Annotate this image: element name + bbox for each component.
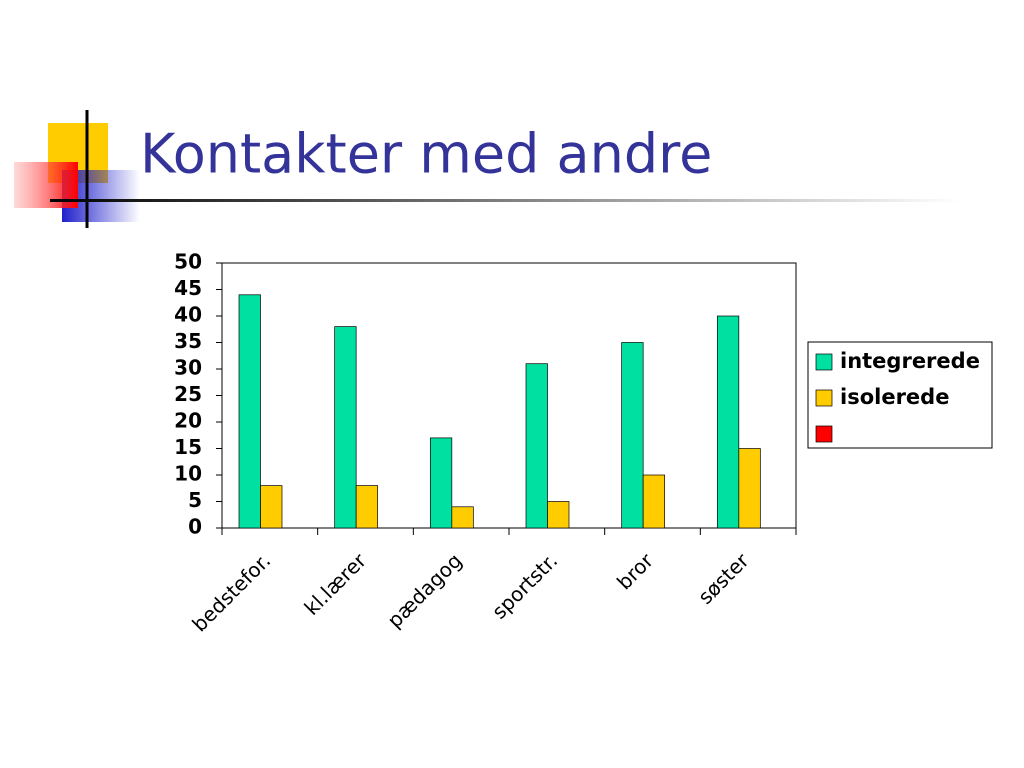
legend-label: integrerede bbox=[840, 349, 980, 373]
y-tick-label: 50 bbox=[174, 250, 202, 274]
y-tick-label: 15 bbox=[174, 435, 202, 459]
y-tick-label: 20 bbox=[174, 409, 202, 433]
title-rule bbox=[50, 199, 960, 202]
bar bbox=[547, 501, 570, 529]
bar bbox=[334, 326, 357, 529]
y-tick-label: 10 bbox=[174, 462, 202, 486]
y-tick-label: 40 bbox=[174, 303, 202, 327]
x-tick-label: bror bbox=[612, 548, 658, 594]
y-tick-label: 0 bbox=[188, 515, 202, 539]
bar bbox=[525, 363, 548, 529]
bar bbox=[355, 485, 379, 529]
legend-swatch bbox=[815, 353, 833, 371]
y-tick-label: 45 bbox=[174, 276, 202, 300]
plot-area bbox=[221, 262, 797, 529]
bar bbox=[716, 315, 740, 529]
legend-swatch bbox=[815, 389, 833, 407]
y-tick-label: 30 bbox=[174, 356, 202, 380]
legend-swatch bbox=[815, 425, 833, 443]
bar bbox=[260, 485, 283, 529]
legend bbox=[807, 341, 993, 449]
bar bbox=[738, 448, 761, 529]
x-tick-label: sportstr. bbox=[487, 548, 562, 623]
chart-title: Kontakter med andre bbox=[140, 123, 712, 186]
x-tick-label: søster bbox=[693, 548, 754, 609]
bar bbox=[238, 294, 261, 529]
x-tick-label: kl.lærer bbox=[299, 548, 371, 620]
legend-label: isolerede bbox=[840, 385, 949, 409]
y-tick-label: 35 bbox=[174, 329, 202, 353]
bar bbox=[621, 342, 644, 529]
y-tick-label: 25 bbox=[174, 382, 202, 406]
y-tick-label: 5 bbox=[188, 488, 202, 512]
bar bbox=[642, 474, 666, 529]
x-tick-label: bedstefor. bbox=[187, 548, 275, 636]
bar bbox=[451, 506, 474, 529]
bar bbox=[429, 437, 453, 529]
x-tick-label: pædagog bbox=[383, 548, 467, 632]
